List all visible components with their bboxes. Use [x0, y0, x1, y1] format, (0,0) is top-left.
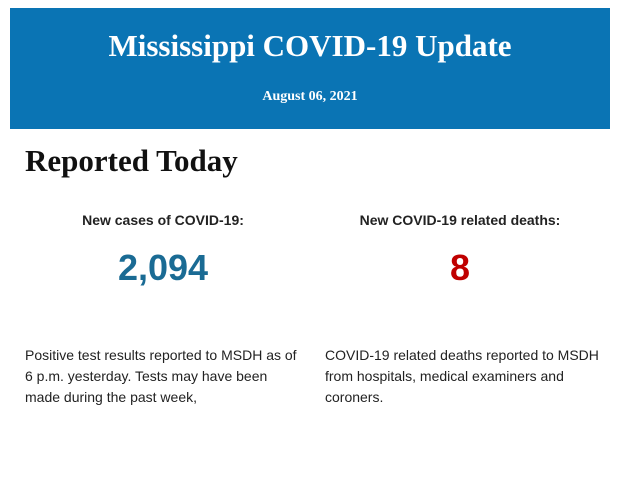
stat-description: Positive test results reported to MSDH a… [25, 347, 297, 405]
stat-value: 8 [449, 247, 471, 288]
stat-cases: New cases of COVID-19: 2,094 Positive te… [18, 212, 308, 405]
section-title: Reported Today [25, 143, 238, 178]
date: August 06, 2021 [262, 89, 358, 104]
title: Mississippi COVID-19 Update [108, 28, 512, 63]
stat-value: 2,094 [117, 247, 209, 288]
stat-deaths: New COVID-19 related deaths: 8 COVID-19 … [315, 212, 605, 405]
stat-label: New cases of COVID-19: [82, 212, 244, 228]
stat-description: COVID-19 related deaths reported to MSDH… [325, 347, 599, 405]
header: Mississippi COVID-19 Update August 06, 2… [10, 8, 610, 129]
stat-label: New COVID-19 related deaths: [359, 212, 561, 228]
